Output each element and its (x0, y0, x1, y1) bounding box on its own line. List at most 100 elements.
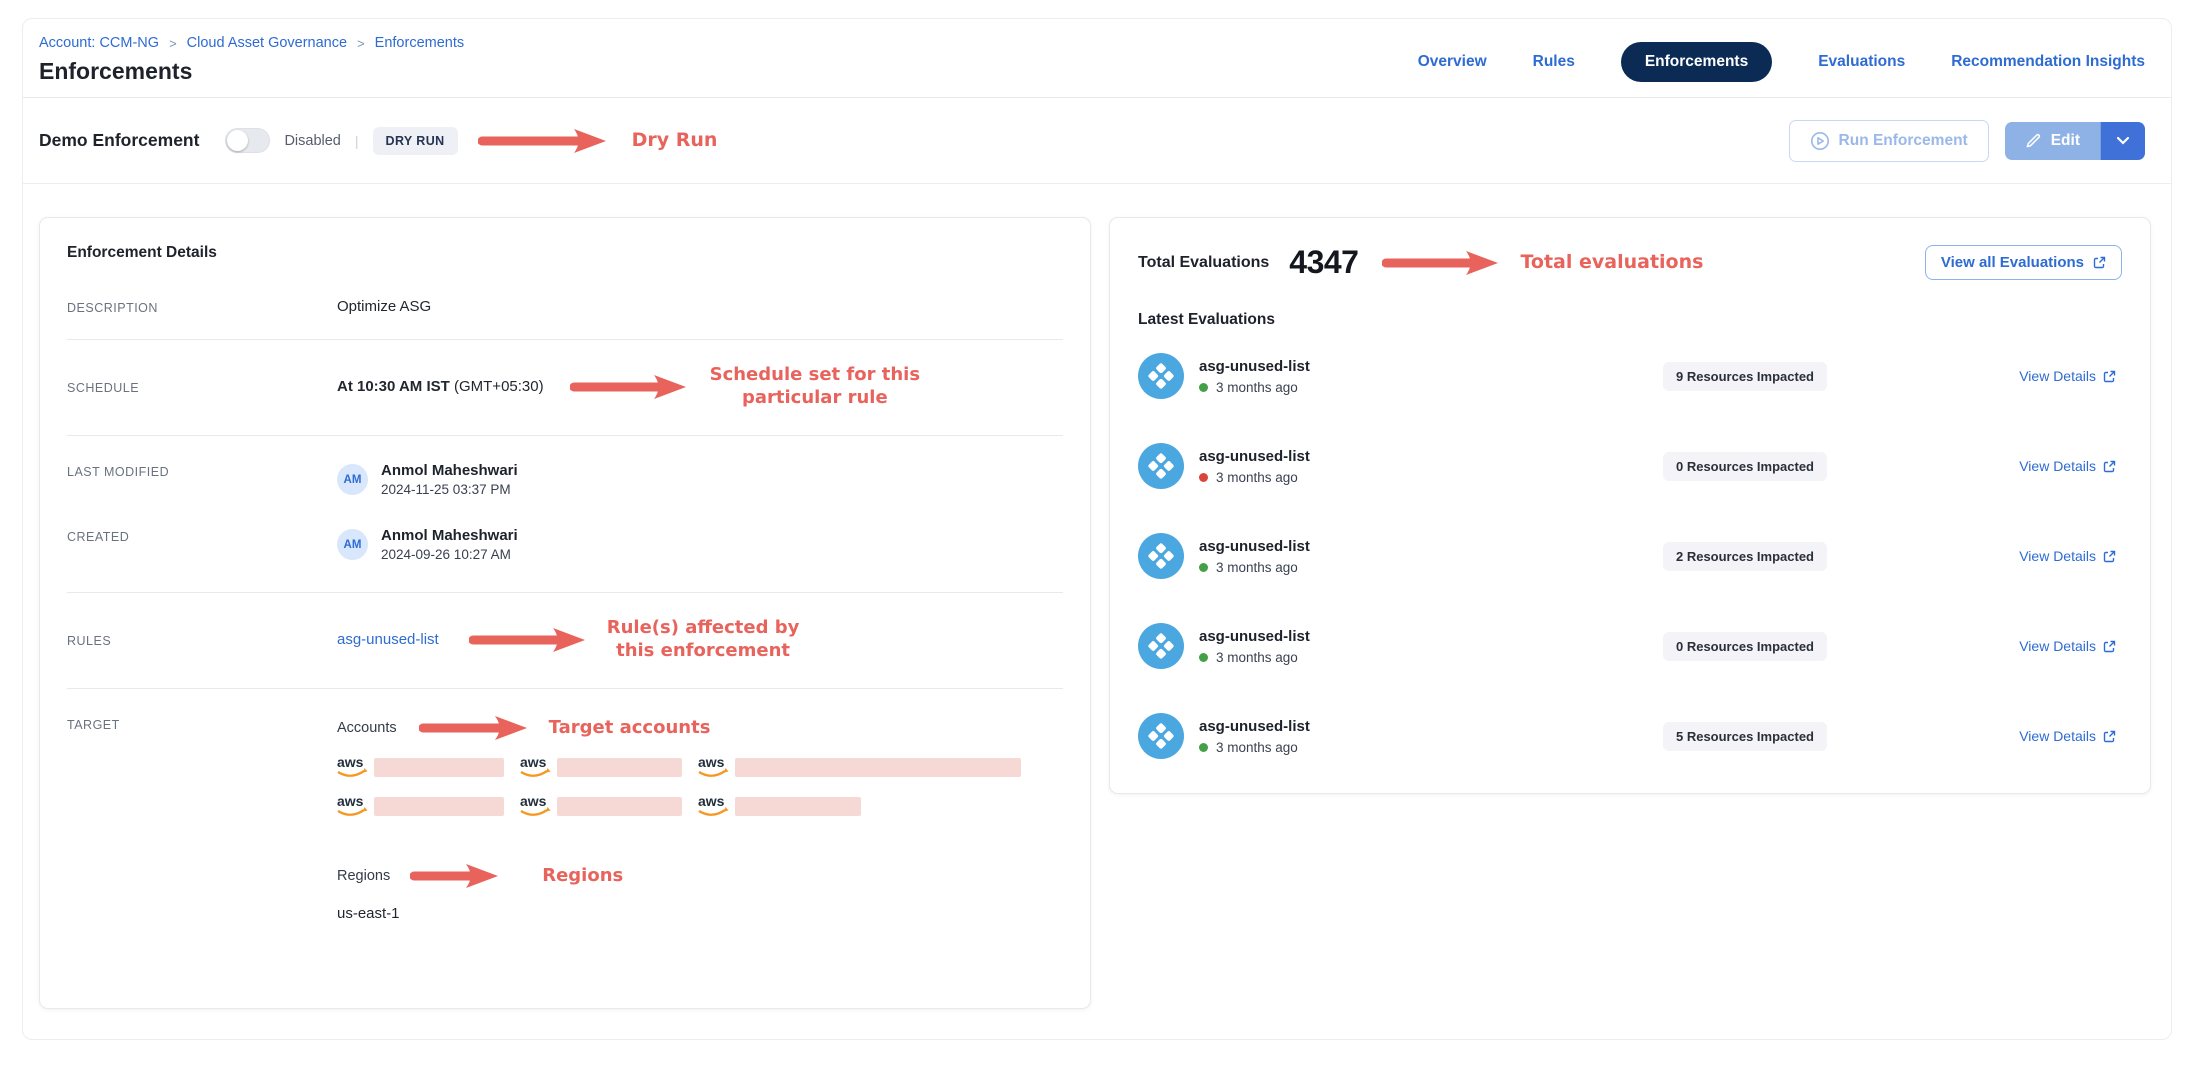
view-details-label: View Details (2019, 368, 2096, 384)
schedule-label: SCHEDULE (67, 381, 140, 395)
created-label: CREATED (67, 530, 130, 544)
run-enforcement-button[interactable]: Run Enforcement (1788, 119, 1989, 162)
status-dot (1199, 472, 1208, 482)
enforcement-details-card: Enforcement Details DESCRIPTION Optimize… (39, 217, 1091, 1009)
annotation-arrow-icon (418, 716, 527, 740)
aws-logo-icon: aws (520, 754, 551, 777)
tab-recommendation-insights[interactable]: Recommendation Insights (1951, 53, 2145, 70)
svg-text:aws: aws (698, 754, 725, 770)
evaluation-identity: asg-unused-list 3 months ago (1138, 533, 1618, 579)
target-accounts-list: aws aws aws (337, 754, 1063, 819)
last-modified-label: LAST MODIFIED (67, 465, 170, 479)
rules-annotation-line2: this enforcement (616, 639, 791, 661)
external-link-icon (2103, 460, 2116, 472)
edit-button-label: Edit (2050, 131, 2080, 149)
redacted-account-id (735, 757, 1021, 777)
aws-logo-icon: aws (337, 754, 368, 777)
tab-enforcements[interactable]: Enforcements (1620, 42, 1773, 82)
enforcement-toolbar: Demo Enforcement Disabled | DRY RUN Dry … (23, 98, 2171, 184)
aws-account: aws (698, 754, 1021, 780)
governance-rule-icon (1138, 443, 1184, 489)
evaluation-age: 3 months ago (1216, 739, 1298, 755)
tab-rules[interactable]: Rules (1532, 53, 1575, 70)
annotation-arrow-icon (1382, 250, 1499, 275)
total-evaluations-annotation: Total evaluations (1520, 250, 1704, 273)
rule-link[interactable]: asg-unused-list (337, 631, 439, 648)
annotation-arrow-icon (410, 864, 499, 888)
evaluation-age: 3 months ago (1216, 649, 1298, 665)
divider (67, 592, 1063, 593)
accounts-row: aws aws aws (337, 754, 1063, 780)
view-details-link[interactable]: View Details (2019, 458, 2122, 474)
resources-impacted-badge: 9 Resources Impacted (1662, 361, 1827, 391)
governance-rule-icon (1138, 353, 1184, 399)
last-modified-person: AM Anmol Maheshwari 2024-11-25 03:37 PM (337, 462, 1063, 497)
view-details-link[interactable]: View Details (2019, 548, 2122, 564)
view-details-link[interactable]: View Details (2019, 638, 2122, 654)
aws-account: aws (698, 793, 861, 819)
breadcrumb-enforcements[interactable]: Enforcements (374, 35, 465, 51)
view-details-label: View Details (2019, 638, 2096, 654)
breadcrumb-account[interactable]: Account: CCM-NG (39, 35, 160, 51)
svg-text:aws: aws (520, 793, 547, 809)
last-modified-date: 2024-11-25 03:37 PM (381, 482, 511, 497)
view-details-label: View Details (2019, 458, 2096, 474)
last-modified-name: Anmol Maheshwari (381, 462, 518, 479)
redacted-account-id (557, 757, 682, 777)
header-left: Account: CCM-NG > Cloud Asset Governance… (39, 35, 464, 85)
tab-overview[interactable]: Overview (1417, 53, 1487, 70)
evaluation-row: asg-unused-list 3 months ago 0 Resources… (1138, 443, 2122, 489)
edit-button[interactable]: Edit (2004, 121, 2101, 160)
enabled-toggle[interactable] (225, 128, 271, 153)
schedule-value: At 10:30 AM IST (GMT+05:30) (337, 378, 544, 395)
details-card-title: Enforcement Details (67, 244, 217, 261)
breadcrumb-separator: > (357, 35, 365, 51)
evaluations-header: Total Evaluations 4347 Total evaluations… (1138, 244, 2122, 281)
evaluation-identity: asg-unused-list 3 months ago (1138, 353, 1618, 399)
description-label: DESCRIPTION (67, 301, 158, 315)
schedule-time: At 10:30 AM IST (337, 378, 450, 395)
accounts-label: Accounts (337, 720, 397, 736)
evaluation-row: asg-unused-list 3 months ago 5 Resources… (1138, 713, 2122, 759)
view-details-link[interactable]: View Details (2019, 368, 2122, 384)
annotation-arrow-icon (468, 627, 585, 652)
aws-logo-icon: aws (698, 793, 729, 816)
dry-run-annotation: Dry Run (631, 128, 718, 151)
rules-annotation-line1: Rule(s) affected by (606, 617, 800, 638)
redacted-account-id (735, 796, 861, 816)
evaluation-row: asg-unused-list 3 months ago 9 Resources… (1138, 353, 2122, 399)
view-details-label: View Details (2019, 728, 2096, 744)
svg-text:aws: aws (520, 754, 547, 770)
evaluation-age: 3 months ago (1216, 379, 1298, 395)
divider (67, 688, 1063, 689)
svg-text:aws: aws (337, 754, 364, 770)
total-evaluations-value: 4347 (1289, 244, 1359, 280)
schedule-row: SCHEDULE At 10:30 AM IST (GMT+05:30) Sch… (67, 340, 1063, 435)
created-person: AM Anmol Maheshwari 2024-09-26 10:27 AM (337, 527, 1063, 562)
toolbar-left: Demo Enforcement Disabled | DRY RUN Dry … (39, 126, 718, 155)
schedule-annotation: Schedule set for this particular rule (710, 364, 920, 409)
resources-impacted-badge: 0 Resources Impacted (1662, 631, 1827, 661)
aws-account: aws (520, 793, 682, 819)
chevron-down-icon (2116, 136, 2130, 145)
main-content: Enforcement Details DESCRIPTION Optimize… (23, 184, 2171, 1009)
breadcrumb-separator: > (169, 35, 177, 51)
aws-account: aws (520, 754, 682, 780)
avatar: AM (337, 464, 368, 495)
schedule-timezone: (GMT+05:30) (453, 378, 544, 395)
breadcrumb-governance[interactable]: Cloud Asset Governance (186, 35, 348, 51)
region-value: us-east-1 (337, 905, 400, 922)
play-icon (1810, 131, 1829, 150)
evaluation-identity: asg-unused-list 3 months ago (1138, 713, 1618, 759)
view-details-link[interactable]: View Details (2019, 728, 2122, 744)
tab-evaluations[interactable]: Evaluations (1818, 53, 1906, 70)
page-header: Account: CCM-NG > Cloud Asset Governance… (23, 19, 2171, 98)
toolbar-right: Run Enforcement Edit (1788, 119, 2145, 162)
view-all-evaluations-button[interactable]: View all Evaluations (1924, 245, 2122, 280)
edit-menu-caret[interactable] (2101, 121, 2145, 160)
created-name: Anmol Maheshwari (381, 527, 518, 544)
schedule-annotation-line1: Schedule set for this (709, 364, 921, 385)
regions-line: Regions Regions (337, 863, 1063, 889)
regions-label: Regions (337, 868, 391, 884)
status-dot (1199, 652, 1208, 662)
